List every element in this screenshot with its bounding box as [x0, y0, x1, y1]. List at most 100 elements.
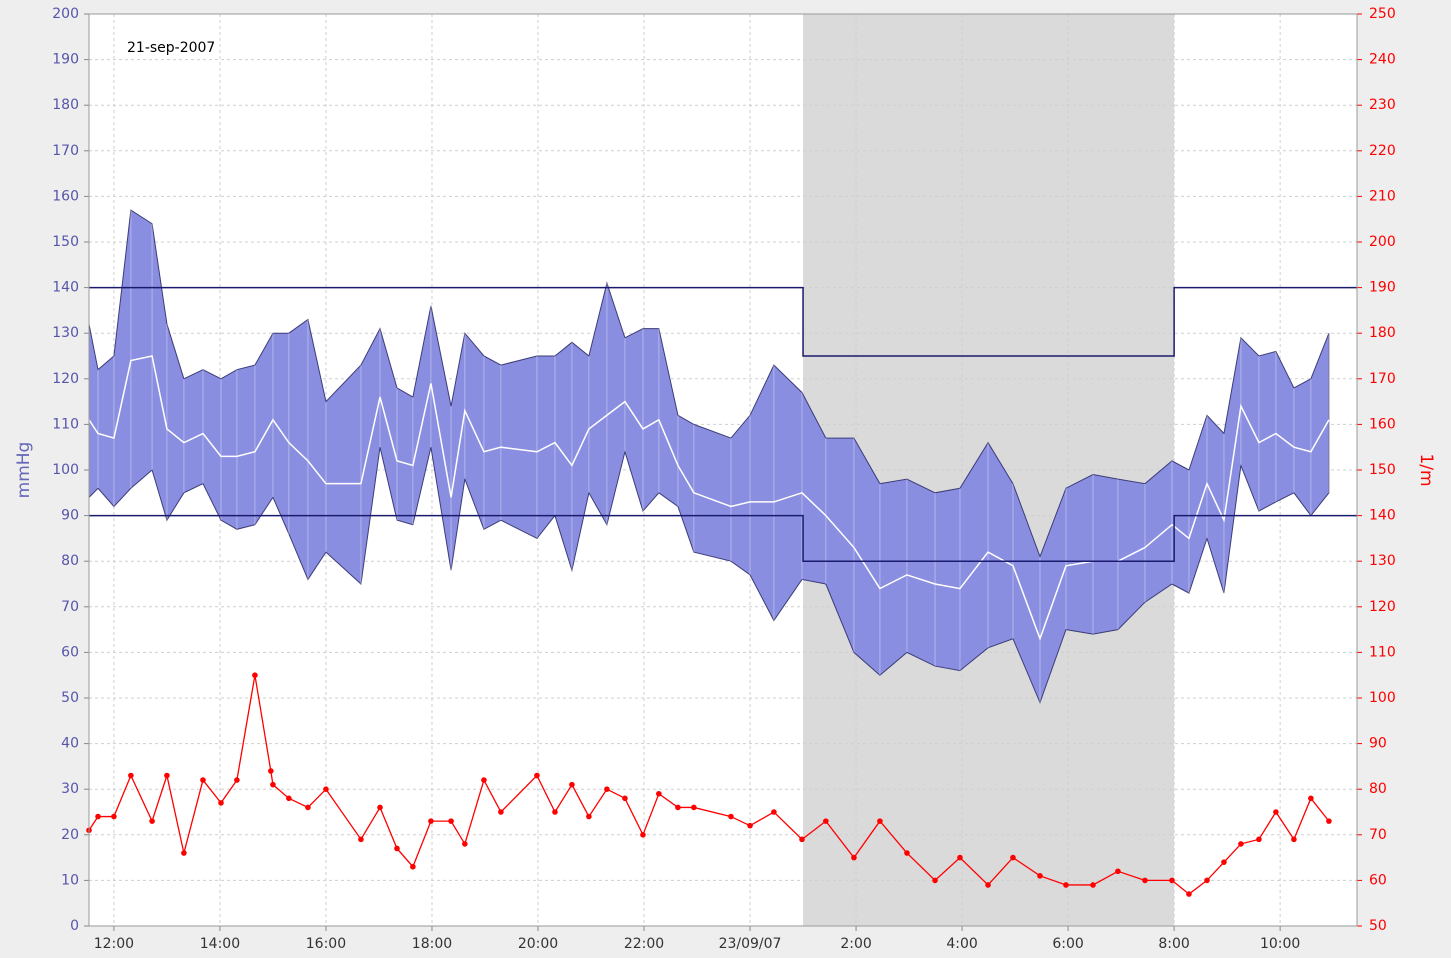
y2-axis-label: 1/m [1416, 453, 1436, 486]
heart-rate-point [851, 854, 857, 861]
y-tick-label: 80 [61, 553, 79, 569]
heart-rate-point [181, 850, 187, 856]
y2-tick-label: 240 [1369, 52, 1396, 68]
heart-rate-point [1142, 877, 1148, 884]
heart-rate-point [932, 877, 938, 884]
heart-rate-point [604, 786, 610, 792]
heart-rate-point [1010, 854, 1016, 861]
y2-tick-label: 190 [1369, 280, 1396, 296]
y2-tick-label: 90 [1369, 736, 1387, 752]
heart-rate-point [218, 800, 224, 806]
mean-line [88, 355, 1330, 641]
heart-rate-point [640, 832, 646, 838]
heart-rate-point [728, 813, 734, 820]
heart-rate-point [1186, 891, 1192, 897]
x-tick-label: 14:00 [200, 936, 240, 952]
heart-rate-point [1169, 877, 1175, 884]
heart-rate-point [1326, 818, 1332, 824]
heart-rate-point [268, 768, 274, 774]
heart-rate-point [358, 836, 364, 843]
y2-tick-label: 120 [1369, 599, 1396, 615]
heart-rate-point [323, 786, 329, 792]
heart-rate-point [1273, 809, 1279, 815]
y2-tick-label: 180 [1369, 325, 1396, 341]
heart-rate-point [286, 795, 292, 802]
heart-rate-point [771, 809, 777, 815]
y-tick-label: 50 [61, 690, 79, 706]
heart-rate-point [1221, 859, 1227, 865]
heart-rate-point [462, 841, 468, 847]
heart-rate-point [481, 777, 487, 783]
y2-tick-label: 210 [1369, 188, 1396, 204]
y2-tick-label: 50 [1369, 918, 1387, 934]
y2-tick-label: 150 [1369, 462, 1396, 478]
heart-rate-point [675, 804, 681, 811]
heart-rate-point [877, 818, 883, 824]
heart-rate-point [569, 781, 575, 788]
heart-rate-point [799, 836, 805, 843]
heart-rate-point [252, 672, 258, 678]
pressure-band [88, 209, 1330, 704]
heart-rate-line [88, 675, 1330, 895]
x-tick-label: 16:00 [306, 936, 346, 952]
limit-line [89, 286, 1357, 357]
y2-tick-label: 140 [1369, 508, 1396, 524]
heart-rate-point [985, 882, 991, 888]
heart-rate-point [1037, 873, 1043, 879]
y-tick-label: 10 [61, 872, 79, 888]
heart-rate-point [1256, 836, 1262, 843]
x-tick-label: 22:00 [624, 936, 664, 952]
y-tick-label: 200 [52, 6, 79, 22]
y-tick-label: 0 [70, 918, 79, 934]
y2-tick-label: 200 [1369, 234, 1396, 250]
heart-rate-point [904, 850, 910, 856]
heart-rate-point [234, 777, 240, 783]
y2-tick-label: 70 [1369, 827, 1387, 843]
y2-tick-label: 250 [1369, 6, 1396, 22]
y-tick-label: 20 [61, 827, 79, 843]
y-axis-label: mmHg [14, 442, 34, 499]
heart-rate-point [128, 772, 134, 779]
heart-rate-point [498, 809, 504, 815]
y-tick-label: 100 [52, 462, 79, 478]
heart-rate-point [747, 822, 753, 829]
heart-rate-point [270, 781, 276, 788]
y2-tick-label: 80 [1369, 781, 1387, 797]
y-tick-label: 110 [52, 416, 79, 432]
heart-rate-point [448, 818, 454, 824]
y-tick-label: 120 [52, 371, 79, 387]
y2-tick-label: 100 [1369, 690, 1396, 706]
y2-tick-label: 170 [1369, 371, 1396, 387]
heart-rate-point [1063, 882, 1069, 888]
y2-tick-label: 160 [1369, 416, 1396, 432]
x-tick-label: 12:00 [94, 936, 134, 952]
y-tick-label: 150 [52, 234, 79, 250]
heart-rate-point [1090, 882, 1096, 888]
heart-rate-point [823, 818, 829, 824]
y-tick-label: 130 [52, 325, 79, 341]
heart-rate-point [200, 777, 206, 783]
heart-rate-point [534, 772, 540, 779]
x-tick-label: 20:00 [518, 936, 558, 952]
y2-tick-label: 130 [1369, 553, 1396, 569]
heart-rate-point [149, 818, 155, 824]
x-tick-label: 23/09/07 [719, 936, 782, 952]
x-tick-label: 4:00 [946, 936, 977, 952]
y-tick-label: 60 [61, 644, 79, 660]
y2-tick-label: 230 [1369, 97, 1396, 113]
y-tick-label: 30 [61, 781, 79, 797]
y2-tick-label: 110 [1369, 644, 1396, 660]
x-tick-label: 10:00 [1260, 936, 1300, 952]
y-tick-label: 170 [52, 143, 79, 159]
y-tick-label: 140 [52, 280, 79, 296]
heart-rate-point [410, 863, 416, 870]
heart-rate-point [656, 790, 662, 797]
plot-layer: 0 10 20 30 40 50 60 70 80 90 100 110 120 130 140 150 160… [52, 6, 1395, 952]
x-tick-label: 2:00 [840, 936, 871, 952]
x-tick-label: 8:00 [1158, 936, 1189, 952]
heart-rate-point [1115, 868, 1121, 875]
heart-rate-point [622, 795, 628, 802]
y2-tick-label: 60 [1369, 872, 1387, 888]
annotation: 21-sep-2007 [127, 40, 215, 56]
